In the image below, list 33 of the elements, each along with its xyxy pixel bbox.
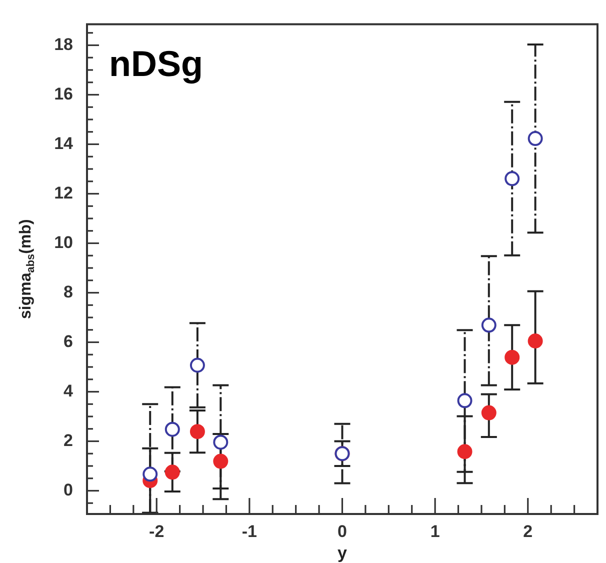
y-tick-label: 2	[64, 430, 73, 450]
y-axis-title: sigmaabs(mb)	[17, 219, 38, 320]
point	[457, 393, 472, 408]
point	[213, 434, 228, 450]
x-axis-title: y	[338, 544, 348, 563]
point	[213, 454, 228, 469]
text: nDSg	[109, 43, 203, 84]
y-tick-label: 0	[64, 480, 73, 500]
y-tick-label: 12	[54, 183, 73, 202]
point	[481, 318, 496, 333]
x-tick-label: 0	[338, 522, 347, 541]
point	[481, 405, 496, 420]
y-tick-label: 8	[64, 282, 73, 302]
x-tick-label: 2	[523, 522, 533, 541]
x-tick-label: -2	[149, 522, 164, 541]
y-tick-label: 16	[54, 84, 73, 104]
point	[528, 131, 543, 146]
point	[504, 171, 520, 186]
y-tick-label: 4	[64, 381, 74, 400]
point	[457, 444, 472, 460]
point	[164, 464, 180, 480]
y-tick-label: 18	[54, 34, 73, 54]
point	[164, 422, 180, 437]
x-tick-label: 1	[430, 522, 440, 541]
point	[528, 334, 543, 348]
y-tick-label: 10	[54, 232, 73, 252]
x-tick-label: -1	[242, 522, 257, 541]
point	[190, 358, 205, 373]
y-tick-label: 6	[64, 332, 73, 351]
point	[190, 424, 205, 440]
y-tick-label: 14	[54, 134, 74, 153]
point	[142, 466, 158, 482]
point	[504, 350, 520, 365]
